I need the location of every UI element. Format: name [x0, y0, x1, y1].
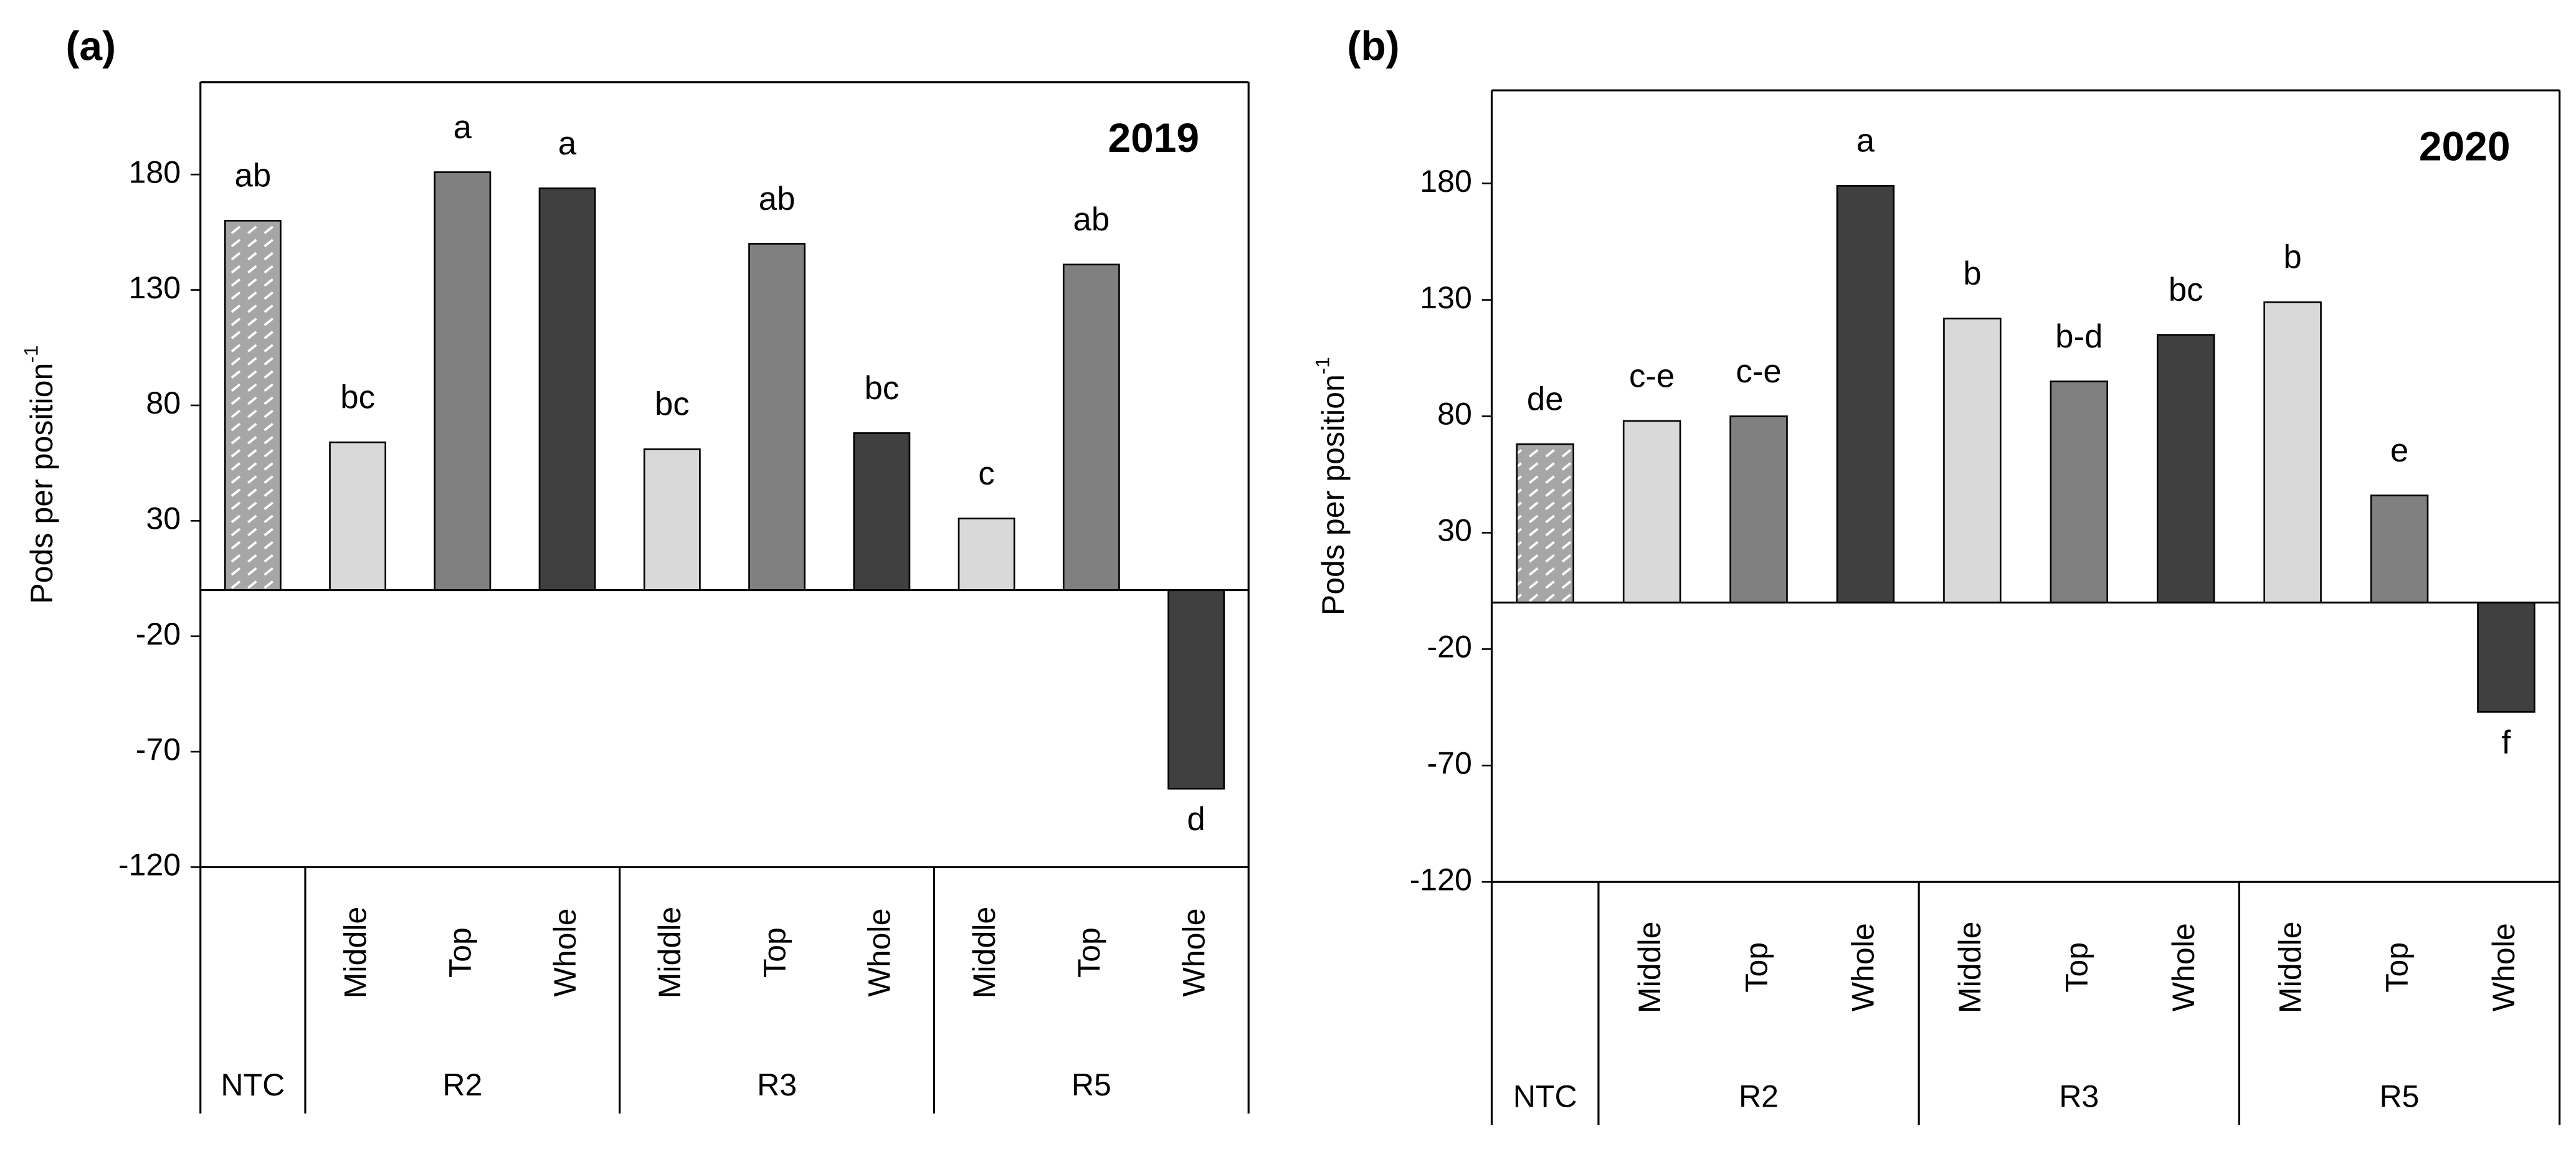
group-label: R5: [1072, 1067, 1111, 1102]
group-label: R3: [2059, 1079, 2099, 1114]
bar: [224, 220, 282, 591]
significance-letter: ab: [759, 181, 796, 217]
significance-letter: b-d: [2055, 318, 2103, 355]
significance-letter: c-e: [1629, 357, 1675, 394]
group-label: R5: [2379, 1079, 2419, 1114]
x-tick-label: Middle: [652, 907, 687, 999]
bar: [329, 441, 387, 591]
x-tick-label: Top: [757, 927, 792, 978]
bar: [2156, 334, 2215, 603]
bar: [1729, 415, 1788, 603]
x-tick-label: Top: [2380, 942, 2415, 993]
y-axis-label: Pods per position-1: [1311, 357, 1351, 615]
significance-letter: f: [2502, 724, 2511, 761]
x-tick-label: Middle: [2273, 922, 2307, 1014]
y-tick-label: 30: [146, 501, 181, 536]
bar: [2050, 381, 2109, 603]
y-tick-label: -70: [136, 732, 181, 767]
y-tick-label: 180: [1420, 164, 1472, 199]
bar: [853, 432, 911, 591]
significance-letter: b: [2283, 239, 2301, 276]
y-tick-label: -70: [1427, 745, 1471, 780]
x-tick-label: Top: [1739, 942, 1774, 993]
significance-letter: ab: [1073, 201, 1110, 238]
significance-letter: de: [1527, 381, 1564, 418]
significance-letter: d: [1187, 801, 1205, 838]
bar: [748, 243, 806, 591]
x-tick-label: Top: [1072, 927, 1106, 978]
bar: [1836, 185, 1895, 603]
significance-letter: bc: [2169, 272, 2203, 308]
y-axis-label-text: Pods per position: [24, 363, 59, 604]
x-tick-label: Top: [443, 927, 478, 978]
y-tick-label: 30: [1437, 513, 1472, 548]
y-axis-label-text: Pods per position: [1316, 374, 1351, 615]
bar: [434, 171, 492, 591]
x-tick-label: Middle: [338, 907, 373, 999]
bar: [2477, 602, 2536, 713]
x-tick-label: Middle: [1952, 922, 1987, 1014]
year-label: 2020: [2419, 123, 2511, 169]
y-tick-label: 130: [128, 270, 181, 305]
group-label: R3: [757, 1067, 797, 1102]
x-tick-label: Middle: [1632, 922, 1667, 1014]
y-tick-label: 130: [1420, 280, 1472, 315]
x-tick-label: Whole: [1176, 909, 1211, 997]
bar: [1516, 443, 1574, 603]
year-label: 2019: [1108, 115, 1199, 161]
x-tick-label: Whole: [548, 909, 582, 997]
bar: [643, 448, 701, 591]
y-axis-label-superscript: -1: [20, 346, 42, 363]
x-tick-label: Whole: [862, 909, 897, 997]
x-tick-label: Top: [2060, 942, 2094, 993]
group-label: NTC: [221, 1067, 285, 1102]
significance-letter: a: [1856, 123, 1875, 159]
bar: [1167, 589, 1225, 790]
y-tick-label: -120: [1410, 862, 1472, 897]
bar: [538, 187, 596, 591]
significance-letter: c-e: [1736, 353, 1781, 390]
significance-letter: bc: [340, 379, 375, 416]
significance-letter: c: [978, 455, 994, 492]
group-label: R2: [1739, 1079, 1779, 1114]
bar: [1062, 263, 1120, 591]
bar: [2370, 494, 2429, 603]
y-tick-label: -20: [1427, 630, 1471, 664]
significance-letter: a: [558, 125, 577, 162]
panel-label: (a): [65, 23, 116, 69]
group-label: NTC: [1513, 1079, 1577, 1114]
significance-letter: b: [1963, 255, 1981, 292]
significance-letter: bc: [864, 370, 899, 407]
x-tick-label: Middle: [967, 907, 1002, 999]
bar: [1622, 420, 1681, 603]
y-axis-label: Pods per position-1: [20, 346, 59, 604]
y-tick-label: 80: [1437, 397, 1472, 432]
y-tick-label: -20: [136, 617, 181, 651]
y-tick-label: -120: [118, 848, 181, 882]
significance-letter: a: [454, 109, 472, 146]
group-label: R2: [442, 1067, 482, 1102]
bar: [958, 518, 1015, 591]
significance-letter: e: [2390, 432, 2408, 469]
significance-letter: bc: [655, 386, 690, 423]
y-axis-label-superscript: -1: [1311, 357, 1334, 374]
y-tick-label: 180: [128, 154, 181, 189]
x-tick-label: Whole: [1846, 923, 1881, 1011]
x-tick-label: Whole: [2166, 923, 2201, 1011]
bar: [1943, 318, 2002, 603]
panel-label: (b): [1347, 23, 1399, 69]
significance-letter: ab: [235, 158, 272, 194]
bar: [2263, 301, 2322, 603]
y-tick-label: 80: [146, 385, 181, 420]
x-tick-label: Whole: [2486, 923, 2521, 1011]
